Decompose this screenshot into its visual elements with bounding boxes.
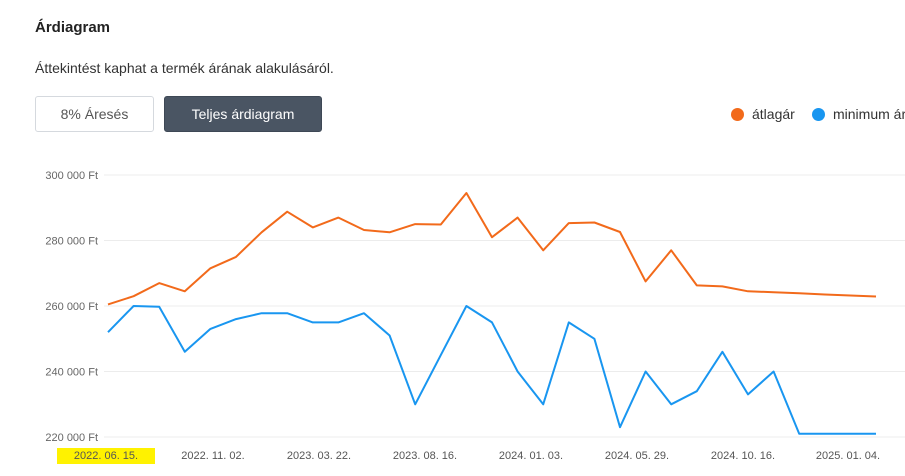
full-price-chart-button[interactable]: Teljes árdiagram [164,96,322,132]
x-axis-ticks: 2022. 06. 15. 2022. 11. 02. 2023. 03. 22. 2… [57,448,880,464]
y-tick-label: 280 000 Ft [45,236,98,248]
legend-average-dot [731,107,744,121]
price-chart-subtitle: Áttekintést kaphat a termék árának alaku… [35,60,334,76]
legend-minimum-label: minimum ár [833,106,905,122]
legend-item-average[interactable]: átlagár [731,106,795,122]
minimum-price-line[interactable] [107,305,876,435]
x-tick-label: 2024. 10. 16. [711,450,775,462]
x-tick-label: 2023. 03. 22. [287,450,351,462]
x-tick-label: 2022. 11. 02. [181,450,244,462]
price-drop-button[interactable]: 8% Áresés [35,96,154,132]
legend-minimum-dot [812,107,825,121]
y-tick-label: 220 000 Ft [45,432,98,444]
chart-grid [104,174,905,438]
average-price-line[interactable] [107,192,877,306]
legend-average-label: átlagár [752,106,795,122]
x-tick-highlight [57,448,155,464]
legend-item-minimum[interactable]: minimum ár [812,106,905,122]
y-tick-label: 240 000 Ft [45,367,98,379]
price-chart-title: Árdiagram [35,19,111,36]
y-tick-label: 300 000 Ft [45,170,98,182]
x-tick-label: 2022. 06. 15. [74,450,138,462]
x-tick-label: 2023. 08. 16. [393,450,457,462]
price-line-chart: 220 000 Ft 240 000 Ft 260 000 Ft 280 000 Ft… [45,170,905,464]
y-tick-label: 260 000 Ft [45,301,98,313]
y-axis-ticks: 220 000 Ft 240 000 Ft 260 000 Ft 280 000 Ft… [45,170,98,444]
x-tick-label: 2024. 05. 29. [605,450,669,462]
x-tick-label: 2025. 01. 04. [816,450,880,462]
x-tick-label: 2024. 01. 03. [499,450,563,462]
chart-series [107,192,877,435]
